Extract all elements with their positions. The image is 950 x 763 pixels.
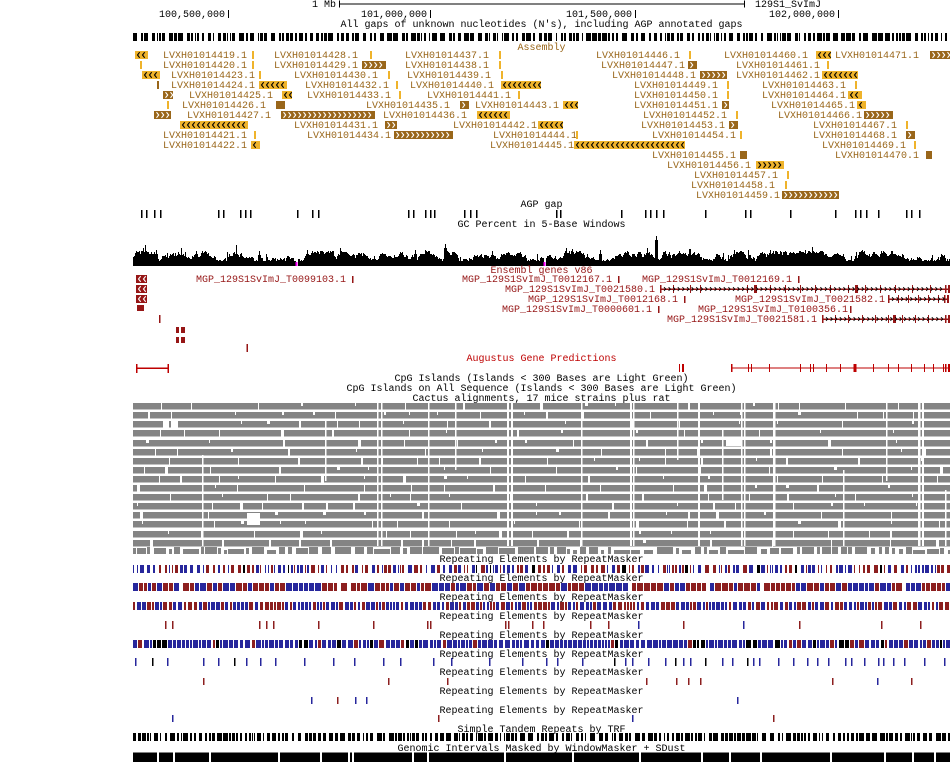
- svg-text:LVXH01014469.1: LVXH01014469.1: [822, 141, 906, 152]
- svg-text:102,000,000: 102,000,000: [769, 10, 835, 21]
- svg-text:MGP_129S1SvImJ_T0100356.1: MGP_129S1SvImJ_T0100356.1: [698, 305, 848, 316]
- svg-text:LVXH01014460.1: LVXH01014460.1: [724, 51, 808, 62]
- svg-text:LVXH01014458.1: LVXH01014458.1: [691, 181, 775, 192]
- svg-text:LVXH01014425.1: LVXH01014425.1: [189, 91, 273, 102]
- svg-text:LVXH01014471.1: LVXH01014471.1: [835, 51, 919, 62]
- svg-text:LVXH01014466.1: LVXH01014466.1: [778, 111, 862, 122]
- svg-text:LVXH01014420.1: LVXH01014420.1: [163, 61, 247, 72]
- svg-text:LVXH01014431.1: LVXH01014431.1: [294, 121, 378, 132]
- svg-text:101,000,000: 101,000,000: [361, 10, 427, 21]
- svg-text:Repeating Elements by RepeatMa: Repeating Elements by RepeatMasker: [439, 573, 643, 585]
- svg-text:CpG Islands on All Sequence (I: CpG Islands on All Sequence (Islands < 3…: [346, 383, 736, 395]
- svg-text:Repeating Elements by RepeatMa: Repeating Elements by RepeatMasker: [439, 592, 643, 604]
- svg-text:LVXH01014423.1: LVXH01014423.1: [171, 71, 255, 82]
- svg-text:LVXH01014435.1: LVXH01014435.1: [366, 101, 450, 112]
- svg-text:LVXH01014453.1: LVXH01014453.1: [641, 121, 725, 132]
- svg-text:LVXH01014432.1: LVXH01014432.1: [305, 81, 389, 92]
- svg-text:LVXH01014443.1: LVXH01014443.1: [475, 101, 559, 112]
- svg-text:LVXH01014450.1: LVXH01014450.1: [634, 91, 718, 102]
- svg-text:LVXH01014448.1: LVXH01014448.1: [612, 71, 696, 82]
- svg-text:LVXH01014444.1: LVXH01014444.1: [493, 131, 577, 142]
- svg-text:LVXH01014451.1: LVXH01014451.1: [634, 101, 718, 112]
- svg-text:LVXH01014437.1: LVXH01014437.1: [405, 51, 489, 62]
- svg-text:1 Mb: 1 Mb: [312, 0, 336, 11]
- svg-text:LVXH01014426.1: LVXH01014426.1: [182, 101, 266, 112]
- svg-text:LVXH01014422.1: LVXH01014422.1: [163, 141, 247, 152]
- svg-text:101,500,000: 101,500,000: [566, 10, 632, 21]
- svg-text:GC Percent in 5-Base Windows: GC Percent in 5-Base Windows: [457, 219, 625, 231]
- svg-text:LVXH01014427.1: LVXH01014427.1: [187, 111, 271, 122]
- svg-text:MGP_129S1SvImJ_T0000601.1: MGP_129S1SvImJ_T0000601.1: [502, 305, 652, 316]
- svg-text:Repeating Elements by RepeatMa: Repeating Elements by RepeatMasker: [439, 667, 643, 679]
- svg-text:Repeating Elements by RepeatMa: Repeating Elements by RepeatMasker: [439, 630, 643, 642]
- svg-text:LVXH01014467.1: LVXH01014467.1: [813, 121, 897, 132]
- svg-text:LVXH01014430.1: LVXH01014430.1: [294, 71, 378, 82]
- svg-text:LVXH01014449.1: LVXH01014449.1: [634, 81, 718, 92]
- svg-text:LVXH01014419.1: LVXH01014419.1: [163, 51, 247, 62]
- svg-text:Repeating Elements by RepeatMa: Repeating Elements by RepeatMasker: [439, 649, 643, 661]
- svg-text:LVXH01014421.1: LVXH01014421.1: [163, 131, 247, 142]
- svg-text:Ensembl genes v86: Ensembl genes v86: [490, 265, 592, 277]
- svg-text:100,500,000: 100,500,000: [159, 10, 225, 21]
- svg-text:MGP_129S1SvImJ_T0012169.1: MGP_129S1SvImJ_T0012169.1: [642, 275, 792, 286]
- svg-text:MGP_129S1SvImJ_T0012168.1: MGP_129S1SvImJ_T0012168.1: [528, 295, 678, 306]
- svg-text:LVXH01014465.1: LVXH01014465.1: [771, 101, 855, 112]
- svg-text:LVXH01014441.1: LVXH01014441.1: [427, 91, 511, 102]
- svg-text:LVXH01014439.1: LVXH01014439.1: [407, 71, 491, 82]
- svg-text:LVXH01014436.1: LVXH01014436.1: [383, 111, 467, 122]
- svg-text:LVXH01014463.1: LVXH01014463.1: [762, 81, 846, 92]
- svg-text:All gaps of unknown nucleotide: All gaps of unknown nucleotides (N's), i…: [340, 19, 742, 31]
- svg-text:Repeating Elements by RepeatMa: Repeating Elements by RepeatMasker: [439, 705, 643, 717]
- svg-text:LVXH01014452.1: LVXH01014452.1: [643, 111, 727, 122]
- svg-text:129S1_SvImJ: 129S1_SvImJ: [755, 0, 821, 11]
- svg-text:LVXH01014434.1: LVXH01014434.1: [307, 131, 391, 142]
- svg-text:MGP_129S1SvImJ_T0021581.1: MGP_129S1SvImJ_T0021581.1: [667, 315, 817, 326]
- svg-text:Cactus alignments, 17 mice str: Cactus alignments, 17 mice strains plus …: [412, 393, 670, 405]
- svg-text:LVXH01014464.1: LVXH01014464.1: [762, 91, 846, 102]
- svg-text:LVXH01014447.1: LVXH01014447.1: [601, 61, 685, 72]
- svg-text:Augustus Gene Predictions: Augustus Gene Predictions: [466, 353, 616, 365]
- svg-text:MGP_129S1SvImJ_T0021580.1: MGP_129S1SvImJ_T0021580.1: [505, 285, 655, 296]
- svg-text:LVXH01014428.1: LVXH01014428.1: [274, 51, 358, 62]
- svg-text:LVXH01014470.1: LVXH01014470.1: [835, 151, 919, 162]
- svg-text:LVXH01014445.1: LVXH01014445.1: [490, 141, 574, 152]
- svg-text:LVXH01014461.1: LVXH01014461.1: [736, 61, 820, 72]
- svg-text:LVXH01014455.1: LVXH01014455.1: [652, 151, 736, 162]
- svg-text:LVXH01014429.1: LVXH01014429.1: [274, 61, 358, 72]
- svg-text:Genomic Intervals Masked by Wi: Genomic Intervals Masked by WindowMasker…: [397, 743, 685, 755]
- svg-text:LVXH01014440.1: LVXH01014440.1: [410, 81, 494, 92]
- svg-text:Repeating Elements by RepeatMa: Repeating Elements by RepeatMasker: [439, 554, 643, 566]
- svg-text:LVXH01014459.1: LVXH01014459.1: [696, 191, 780, 202]
- svg-text:Assembly: Assembly: [517, 42, 565, 54]
- svg-text:Repeating Elements by RepeatMa: Repeating Elements by RepeatMasker: [439, 686, 643, 698]
- svg-text:MGP_129S1SvImJ_T0099103.1: MGP_129S1SvImJ_T0099103.1: [196, 275, 346, 286]
- svg-text:LVXH01014433.1: LVXH01014433.1: [307, 91, 391, 102]
- svg-text:LVXH01014456.1: LVXH01014456.1: [667, 161, 751, 172]
- svg-text:LVXH01014468.1: LVXH01014468.1: [813, 131, 897, 142]
- svg-text:LVXH01014446.1: LVXH01014446.1: [596, 51, 680, 62]
- svg-text:LVXH01014454.1: LVXH01014454.1: [652, 131, 736, 142]
- svg-text:AGP gap: AGP gap: [520, 200, 562, 211]
- svg-text:MGP_129S1SvImJ_T0012167.1: MGP_129S1SvImJ_T0012167.1: [462, 275, 612, 286]
- svg-text:Repeating Elements by RepeatMa: Repeating Elements by RepeatMasker: [439, 611, 643, 623]
- svg-text:LVXH01014457.1: LVXH01014457.1: [694, 171, 778, 182]
- svg-text:Simple Tandem Repeats by TRF: Simple Tandem Repeats by TRF: [457, 724, 625, 736]
- svg-text:LVXH01014462.1: LVXH01014462.1: [736, 71, 820, 82]
- svg-text:LVXH01014442.1: LVXH01014442.1: [453, 121, 537, 132]
- svg-text:CpG Islands (Islands < 300 Bas: CpG Islands (Islands < 300 Bases are Lig…: [394, 373, 688, 385]
- svg-text:LVXH01014438.1: LVXH01014438.1: [405, 61, 489, 72]
- svg-text:LVXH01014424.1: LVXH01014424.1: [171, 81, 255, 92]
- svg-text:MGP_129S1SvImJ_T0021582.1: MGP_129S1SvImJ_T0021582.1: [735, 295, 885, 306]
